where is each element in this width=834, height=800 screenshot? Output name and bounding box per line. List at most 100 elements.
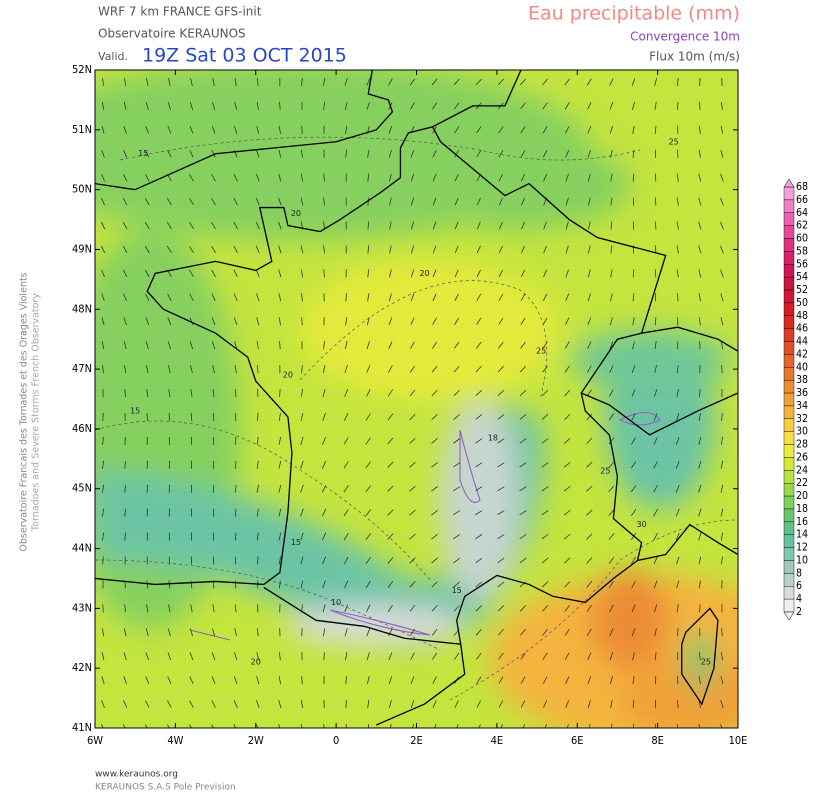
wind-arrow xyxy=(453,341,460,349)
wind-arrow xyxy=(300,389,304,398)
wind-arrow xyxy=(410,676,415,684)
wind-arrow xyxy=(497,557,505,564)
wind-arrow xyxy=(543,173,548,182)
wind-arrow xyxy=(475,438,483,444)
wind-arrow xyxy=(168,412,171,421)
wind-arrow xyxy=(498,676,504,684)
wind-arrow xyxy=(653,532,658,541)
wind-arrow xyxy=(565,676,570,684)
wind-arrow xyxy=(586,485,593,492)
wind-arrow xyxy=(541,581,549,588)
wind-arrow xyxy=(432,197,437,206)
wind-arrow xyxy=(676,77,679,86)
wind-arrow xyxy=(211,245,216,254)
wind-arrow xyxy=(675,460,680,469)
wind-arrow xyxy=(632,173,635,182)
wind-arrow xyxy=(721,628,723,637)
wind-arrow xyxy=(432,173,437,182)
wind-arrow xyxy=(212,77,215,86)
wind-arrow xyxy=(431,605,438,612)
wind-arrow xyxy=(608,509,615,516)
wind-arrow xyxy=(101,724,104,728)
wind-arrow xyxy=(387,580,394,588)
lat-label: 50N xyxy=(72,183,92,196)
wind-arrow xyxy=(564,581,571,588)
wind-arrow xyxy=(698,317,701,326)
colorbar-label: 24 xyxy=(796,464,808,476)
colorbar-segment xyxy=(783,418,795,432)
wind-arrow xyxy=(611,723,613,728)
wind-arrow xyxy=(720,676,724,685)
wind-arrow xyxy=(212,604,215,613)
wind-arrow xyxy=(144,724,148,728)
wind-arrow xyxy=(676,580,680,589)
wind-arrow xyxy=(256,293,260,302)
colorbar-segment xyxy=(783,598,795,613)
wind-arrow xyxy=(563,509,571,516)
wind-arrow xyxy=(255,724,259,728)
wind-arrow xyxy=(388,125,393,134)
wind-arrow xyxy=(412,724,415,728)
wind-arrow xyxy=(519,78,527,86)
wind-arrow xyxy=(587,293,591,302)
wind-arrow xyxy=(541,413,549,420)
colorbar-label: 12 xyxy=(796,542,808,554)
wind-arrow xyxy=(256,317,260,326)
wind-arrow xyxy=(101,269,105,278)
wind-arrow xyxy=(498,126,504,134)
wind-arrow xyxy=(146,604,149,613)
wind-arrow xyxy=(609,652,614,661)
wind-arrow xyxy=(519,389,527,397)
wind-arrow xyxy=(698,532,702,541)
wind-arrow xyxy=(720,293,724,302)
wind-arrow xyxy=(564,341,570,349)
colorbar-label: 40 xyxy=(796,361,808,373)
colorbar-label: 66 xyxy=(796,194,808,206)
wind-arrow xyxy=(189,269,194,278)
wind-arrow xyxy=(519,486,527,492)
wind-arrow xyxy=(323,723,325,728)
wind-arrow xyxy=(587,341,592,349)
wind-arrow xyxy=(497,365,504,373)
wind-arrow xyxy=(366,652,370,661)
wind-arrow xyxy=(168,604,171,613)
wind-arrow xyxy=(211,652,216,661)
colorbar-label: 16 xyxy=(796,516,808,528)
wind-arrow xyxy=(653,580,658,589)
wind-arrow xyxy=(189,724,192,728)
wind-arrow xyxy=(233,700,238,708)
wind-arrow xyxy=(301,365,303,374)
wind-arrow xyxy=(454,173,459,182)
wind-arrow xyxy=(720,245,724,254)
colorbar-label: 28 xyxy=(796,439,808,451)
wind-arrow xyxy=(365,580,371,589)
wind-arrow xyxy=(278,700,282,709)
wind-arrow xyxy=(365,509,372,517)
wind-arrow xyxy=(367,173,370,182)
wind-arrow xyxy=(389,724,392,728)
wind-arrow xyxy=(498,317,504,325)
wind-arrow xyxy=(211,149,216,158)
wind-arrow xyxy=(564,365,570,373)
wind-arrow xyxy=(188,245,194,254)
wind-arrow xyxy=(323,628,326,637)
wind-arrow xyxy=(256,676,260,685)
wind-arrow xyxy=(101,149,105,158)
wind-arrow xyxy=(565,317,570,325)
colorbar-label: 10 xyxy=(796,554,808,566)
subtitle-flux: Flux 10m (m/s) xyxy=(649,50,740,64)
colorbar-segment xyxy=(783,225,795,239)
wind-arrow xyxy=(476,150,482,158)
wind-arrow xyxy=(676,173,679,182)
wind-arrow xyxy=(101,676,105,685)
wind-arrow xyxy=(101,700,105,708)
wind-arrow xyxy=(367,269,370,278)
colorbar-segment xyxy=(783,289,795,304)
wind-arrow xyxy=(344,604,348,613)
wind-arrow xyxy=(610,269,613,278)
wind-arrow xyxy=(189,101,194,110)
wind-arrow xyxy=(563,533,571,540)
wind-arrow xyxy=(367,245,370,254)
wind-arrow xyxy=(409,365,416,373)
wind-arrow xyxy=(211,724,215,728)
